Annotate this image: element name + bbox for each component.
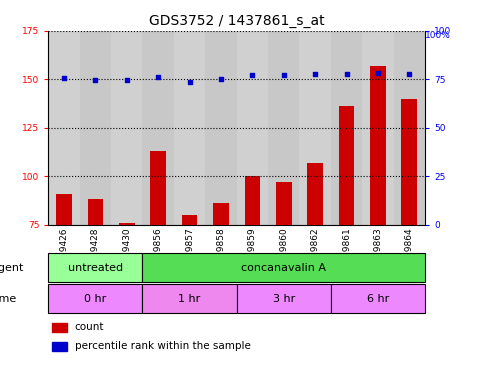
Text: untreated: untreated — [68, 263, 123, 273]
Point — [280, 72, 288, 78]
Bar — [237, 284, 331, 313]
Bar — [48, 31, 80, 225]
Point — [343, 71, 351, 78]
Bar — [276, 182, 292, 370]
Point — [92, 77, 99, 83]
Text: 0 hr: 0 hr — [84, 293, 107, 304]
Bar — [142, 284, 237, 313]
Bar — [244, 176, 260, 370]
Text: concanavalin A: concanavalin A — [242, 263, 326, 273]
Point — [217, 76, 225, 82]
Bar — [119, 223, 135, 370]
Bar — [111, 31, 142, 225]
Bar — [52, 323, 67, 332]
Bar — [142, 253, 425, 282]
Text: count: count — [75, 322, 104, 333]
Bar — [48, 284, 142, 313]
Bar — [401, 99, 417, 370]
Bar — [331, 284, 425, 313]
Text: percentile rank within the sample: percentile rank within the sample — [75, 341, 251, 351]
Bar — [394, 31, 425, 225]
Text: 6 hr: 6 hr — [367, 293, 389, 304]
Bar — [339, 106, 355, 370]
Bar — [307, 162, 323, 370]
Point — [155, 74, 162, 80]
Text: 3 hr: 3 hr — [272, 293, 295, 304]
Text: 100%: 100% — [425, 31, 451, 40]
Bar — [174, 31, 205, 225]
Bar — [52, 342, 67, 351]
Bar — [362, 31, 394, 225]
Bar — [237, 31, 268, 225]
Bar — [205, 31, 237, 225]
Bar — [268, 31, 299, 225]
Point — [312, 71, 319, 78]
Point — [249, 72, 256, 78]
Point — [123, 77, 131, 83]
Bar — [48, 253, 142, 282]
Point — [374, 70, 382, 76]
Bar — [80, 31, 111, 225]
Title: GDS3752 / 1437861_s_at: GDS3752 / 1437861_s_at — [149, 14, 325, 28]
Bar — [299, 31, 331, 225]
Bar — [331, 31, 362, 225]
Point — [186, 79, 194, 85]
Point — [406, 71, 413, 78]
Bar — [150, 151, 166, 370]
Text: agent: agent — [0, 263, 24, 273]
Bar — [142, 31, 174, 225]
Bar — [213, 203, 229, 370]
Bar — [182, 215, 198, 370]
Text: 1 hr: 1 hr — [178, 293, 201, 304]
Text: time: time — [0, 293, 17, 304]
Point — [60, 75, 68, 81]
Bar — [370, 66, 386, 370]
Bar — [87, 199, 103, 370]
Bar — [56, 194, 72, 370]
